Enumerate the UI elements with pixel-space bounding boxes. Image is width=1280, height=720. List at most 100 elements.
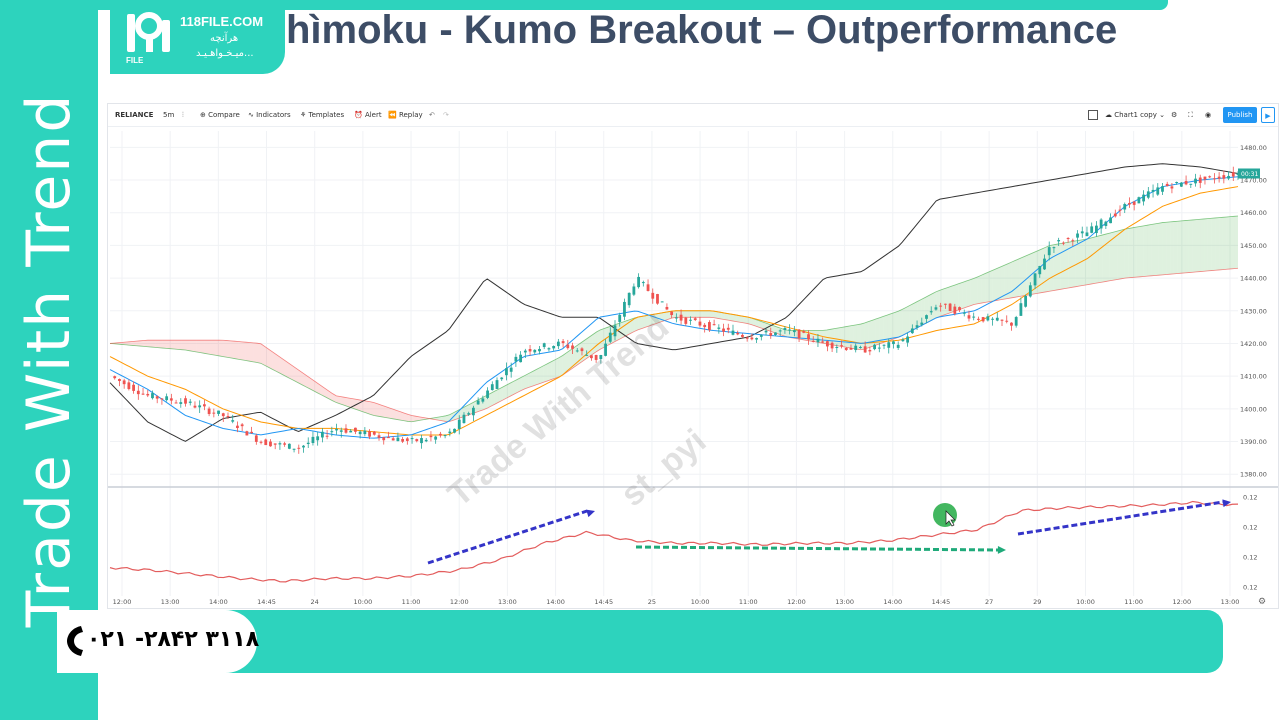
kumo-cloud-segment bbox=[306, 375, 310, 389]
kumo-cloud-segment bbox=[483, 395, 488, 410]
kumo-cloud-segment bbox=[902, 307, 907, 336]
candle-body bbox=[1179, 182, 1183, 187]
relative-strength-line bbox=[109, 500, 1239, 583]
kumo-cloud-segment bbox=[1170, 221, 1174, 275]
candle-body bbox=[1137, 197, 1141, 204]
candle-body bbox=[1227, 175, 1230, 179]
candle-body bbox=[896, 344, 900, 348]
candle-body bbox=[1208, 176, 1212, 178]
trading-chart[interactable]: RELIANCE 5m ⫶ ⊕ Compare ∿ Indicators ⚘ T… bbox=[107, 103, 1279, 609]
time-axis-label: 13:00 bbox=[498, 598, 517, 606]
candle-body bbox=[368, 431, 371, 437]
play-icon[interactable]: ▶ bbox=[1261, 107, 1275, 123]
kumo-cloud-segment bbox=[672, 310, 676, 318]
interval-selector[interactable]: 5m bbox=[163, 111, 175, 119]
axis-settings-gear-icon[interactable]: ⚙ bbox=[1258, 596, 1266, 606]
settings-gear-icon[interactable]: ⚙ bbox=[1171, 111, 1178, 119]
templates-button[interactable]: ⚘ Templates bbox=[300, 111, 344, 119]
time-axis-label: 27 bbox=[985, 598, 993, 606]
kumo-cloud-segment bbox=[155, 340, 160, 348]
candle-body bbox=[1010, 322, 1013, 326]
kumo-cloud-segment bbox=[909, 303, 914, 332]
logo[interactable]: 118FILE.COM هرآنچه میـخـواهـیـد... FILE bbox=[110, 0, 285, 74]
kumo-cloud-segment bbox=[136, 340, 141, 347]
kumo-cloud-segment bbox=[283, 359, 288, 378]
compare-button[interactable]: ⊕ Compare bbox=[200, 111, 240, 119]
candle-body bbox=[561, 341, 565, 344]
candle-body bbox=[906, 336, 910, 343]
replay-button[interactable]: ⏪ Replay bbox=[388, 111, 423, 119]
indicators-button[interactable]: ∿ Indicators bbox=[248, 111, 291, 119]
kumo-cloud-segment bbox=[721, 312, 725, 320]
candle-body bbox=[556, 341, 560, 347]
phone-badge[interactable]: ۰۲۱ -۲۸۴۲ ۳۱۱۸ bbox=[57, 610, 259, 673]
candle-body bbox=[1043, 258, 1046, 270]
kumo-cloud-segment bbox=[1151, 223, 1156, 276]
chart-canvas[interactable]: 1480.00 1470.00 1460.00 1450.00 1440.00 1430.… bbox=[108, 126, 1278, 608]
kumo-cloud-segment bbox=[253, 342, 258, 363]
candle-body bbox=[882, 344, 886, 346]
kumo-cloud-segment bbox=[996, 266, 1001, 301]
kumo-cloud-segment bbox=[732, 314, 737, 322]
kumo-cloud-segment bbox=[698, 310, 703, 318]
kumo-cloud-segment bbox=[219, 340, 224, 357]
kumo-cloud-segment bbox=[1109, 232, 1114, 281]
candle-body bbox=[122, 380, 126, 385]
candle-body bbox=[1189, 183, 1193, 185]
candle-body bbox=[495, 380, 499, 389]
time-axis-label: 14:45 bbox=[594, 598, 613, 606]
candle-body bbox=[693, 318, 697, 321]
camera-icon[interactable]: ◉ bbox=[1205, 111, 1212, 119]
trend-arrow-right bbox=[1017, 500, 1224, 536]
candle-body bbox=[226, 416, 230, 418]
kumo-cloud-segment bbox=[272, 351, 276, 372]
select-checkbox[interactable] bbox=[1088, 110, 1098, 120]
symbol-selector[interactable]: RELIANCE bbox=[115, 111, 154, 119]
candle-body bbox=[641, 282, 645, 284]
kumo-cloud-segment bbox=[1060, 242, 1065, 290]
candle-body bbox=[995, 317, 999, 321]
candle-body bbox=[651, 292, 655, 299]
kumo-cloud-segment bbox=[1177, 220, 1182, 274]
kumo-cloud-segment bbox=[132, 341, 137, 346]
kumo-cloud-segment bbox=[1207, 218, 1212, 271]
bar-style-icon[interactable]: ⫶ bbox=[182, 111, 184, 119]
indicators-label: Indicators bbox=[256, 111, 291, 119]
candle-body bbox=[1000, 319, 1004, 321]
candle-body bbox=[726, 327, 730, 330]
kumo-cloud-segment bbox=[728, 313, 733, 321]
candle-body bbox=[1175, 181, 1179, 183]
redo-icon[interactable]: ↷ bbox=[443, 111, 449, 119]
undo-icon[interactable]: ↶ bbox=[429, 111, 435, 119]
kumo-cloud-segment bbox=[860, 322, 865, 350]
candle-body bbox=[547, 348, 551, 350]
logo-file-label: FILE bbox=[126, 56, 144, 65]
candle-body bbox=[1146, 191, 1150, 198]
time-axis-label: 12:00 bbox=[787, 598, 806, 606]
publish-button[interactable]: Publish bbox=[1223, 107, 1257, 123]
candle-body bbox=[788, 329, 792, 331]
kumo-cloud-segment bbox=[589, 334, 593, 357]
senkou-span-b-line bbox=[109, 267, 1239, 422]
candle-body bbox=[1198, 177, 1202, 183]
alert-button[interactable]: ⏰ Alert bbox=[354, 111, 382, 119]
candle-body bbox=[160, 398, 164, 400]
kumo-cloud-segment bbox=[159, 340, 163, 349]
candle-body bbox=[637, 276, 641, 288]
sub-axis-label: 0.12 bbox=[1243, 554, 1257, 562]
candle-body bbox=[405, 438, 409, 441]
layout-selector[interactable]: ☁ Chart1 copy ⌄ bbox=[1105, 111, 1165, 119]
kumo-cloud-segment bbox=[751, 318, 756, 326]
candle-body bbox=[1095, 225, 1098, 234]
candle-body bbox=[835, 346, 839, 348]
candle-body bbox=[500, 377, 504, 380]
last-price-badge bbox=[1238, 168, 1260, 179]
chevron-down-icon: ⌄ bbox=[1156, 111, 1165, 119]
kumo-cloud-segment bbox=[1158, 222, 1163, 276]
replay-icon: ⏪ bbox=[388, 111, 399, 119]
fullscreen-icon[interactable]: ⛶ bbox=[1188, 111, 1193, 119]
candle-body bbox=[188, 401, 192, 403]
candle-body bbox=[1217, 176, 1221, 179]
kumo-cloud-segment bbox=[713, 311, 718, 319]
kumo-cloud-segment bbox=[121, 342, 126, 345]
